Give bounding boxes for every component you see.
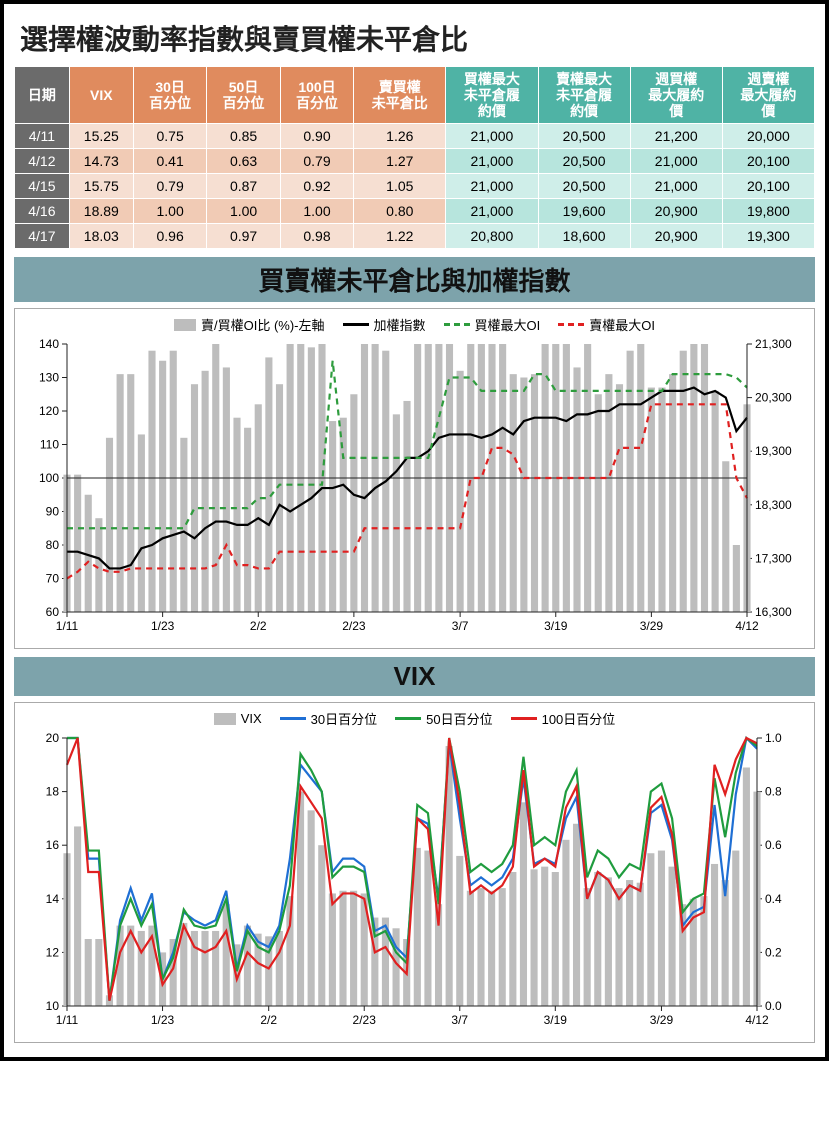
table-header: 週賣權 最大履約 價 <box>722 67 814 124</box>
legend-item: 加權指數 <box>343 315 426 334</box>
svg-text:20: 20 <box>46 732 60 745</box>
svg-text:60: 60 <box>46 605 60 619</box>
legend-item: 50日百分位 <box>395 709 492 728</box>
table-header: 賣買權 未平倉比 <box>354 67 446 124</box>
section1-title-bar: 買賣權未平倉比與加權指數 <box>14 257 815 302</box>
svg-text:0.6: 0.6 <box>765 838 782 852</box>
table-row: 4/1618.891.001.001.000.8021,00019,60020,… <box>15 199 815 224</box>
svg-text:100: 100 <box>39 471 59 485</box>
svg-text:20,300: 20,300 <box>755 391 792 405</box>
svg-text:17,300: 17,300 <box>755 552 792 566</box>
svg-text:10: 10 <box>46 999 60 1013</box>
table-header: 30日 百分位 <box>133 67 206 124</box>
svg-text:1/11: 1/11 <box>56 1013 79 1027</box>
table-header: 日期 <box>15 67 70 124</box>
chart1-svg: 60 70 80 90 100 110 120 130 140 16,300 17,300 18,30… <box>23 338 803 638</box>
svg-text:80: 80 <box>46 538 60 552</box>
legend-item: 賣/買權OI比 (%)-左軸 <box>174 315 325 334</box>
svg-text:18,300: 18,300 <box>755 498 792 512</box>
section1-title: 買賣權未平倉比與加權指數 <box>258 266 570 296</box>
svg-text:12: 12 <box>46 946 60 960</box>
svg-text:3/7: 3/7 <box>452 619 469 633</box>
page: 選擇權波動率指數與賣買權未平倉比 日期VIX30日 百分位50日 百分位100日… <box>0 0 829 1061</box>
chart2-svg: 10 12 14 16 18 20 0.0 0.2 0.4 0.6 0.8 1.0 1/11 1/23 2/… <box>23 732 803 1032</box>
chart1-box: 賣/買權OI比 (%)-左軸加權指數買權最大OI 賣權最大OI 60 70 80 90 1… <box>14 308 815 649</box>
svg-text:16,300: 16,300 <box>755 605 792 619</box>
svg-text:14: 14 <box>46 892 60 906</box>
svg-text:1/23: 1/23 <box>151 619 175 633</box>
svg-text:4/12: 4/12 <box>745 1013 769 1027</box>
svg-text:120: 120 <box>39 404 59 418</box>
svg-text:90: 90 <box>46 505 60 519</box>
svg-text:18: 18 <box>46 785 60 799</box>
page-title: 選擇權波動率指數與賣買權未平倉比 <box>20 18 815 58</box>
table-header: 週買權 最大履約 價 <box>630 67 722 124</box>
svg-text:2/23: 2/23 <box>353 1013 377 1027</box>
svg-text:3/29: 3/29 <box>650 1013 674 1027</box>
table-header: 買權最大 未平倉履 約價 <box>446 67 538 124</box>
legend-item: VIX <box>214 709 262 728</box>
data-table: 日期VIX30日 百分位50日 百分位100日 百分位賣買權 未平倉比買權最大 … <box>14 66 815 249</box>
svg-text:0.8: 0.8 <box>765 785 782 799</box>
chart1-legend: 賣/買權OI比 (%)-左軸加權指數買權最大OI 賣權最大OI <box>23 315 806 334</box>
table-header: 100日 百分位 <box>280 67 353 124</box>
svg-text:3/19: 3/19 <box>544 1013 568 1027</box>
legend-item: 買權最大OI <box>444 315 541 334</box>
svg-text:3/19: 3/19 <box>544 619 568 633</box>
svg-text:130: 130 <box>39 371 59 385</box>
table-header: 賣權最大 未平倉履 約價 <box>538 67 630 124</box>
table-row: 4/1115.250.750.850.901.2621,00020,50021,… <box>15 124 815 149</box>
svg-text:2/2: 2/2 <box>260 1013 277 1027</box>
section2-title-bar: VIX <box>14 657 815 696</box>
svg-text:140: 140 <box>39 338 59 351</box>
svg-text:3/29: 3/29 <box>640 619 664 633</box>
table-header: 50日 百分位 <box>207 67 280 124</box>
svg-text:1/23: 1/23 <box>151 1013 175 1027</box>
table-header: VIX <box>69 67 133 124</box>
svg-text:1.0: 1.0 <box>765 732 782 745</box>
chart2-box: VIX 30日百分位 50日百分位 100日百分位 10 12 14 16 18 20 0.0 0.… <box>14 702 815 1043</box>
table-row: 4/1214.730.410.630.791.2721,00020,50021,… <box>15 149 815 174</box>
svg-text:19,300: 19,300 <box>755 444 792 458</box>
chart2-legend: VIX 30日百分位 50日百分位 100日百分位 <box>23 709 806 728</box>
svg-text:2/2: 2/2 <box>250 619 267 633</box>
legend-item: 100日百分位 <box>511 709 616 728</box>
svg-text:1/11: 1/11 <box>56 619 79 633</box>
svg-text:70: 70 <box>46 572 60 586</box>
svg-text:0.4: 0.4 <box>765 892 782 906</box>
legend-item: 30日百分位 <box>280 709 377 728</box>
legend-item: 賣權最大OI <box>558 315 655 334</box>
svg-text:3/7: 3/7 <box>451 1013 468 1027</box>
svg-text:110: 110 <box>40 438 59 452</box>
svg-text:0.2: 0.2 <box>765 946 782 960</box>
table-row: 4/1515.750.790.870.921.0521,00020,50021,… <box>15 174 815 199</box>
svg-text:4/12: 4/12 <box>735 619 759 633</box>
svg-text:21,300: 21,300 <box>755 338 792 351</box>
table-row: 4/1718.030.960.970.981.2220,80018,60020,… <box>15 224 815 249</box>
svg-text:2/23: 2/23 <box>342 619 366 633</box>
svg-text:16: 16 <box>46 838 60 852</box>
section2-title: VIX <box>394 661 436 691</box>
svg-text:0.0: 0.0 <box>765 999 782 1013</box>
